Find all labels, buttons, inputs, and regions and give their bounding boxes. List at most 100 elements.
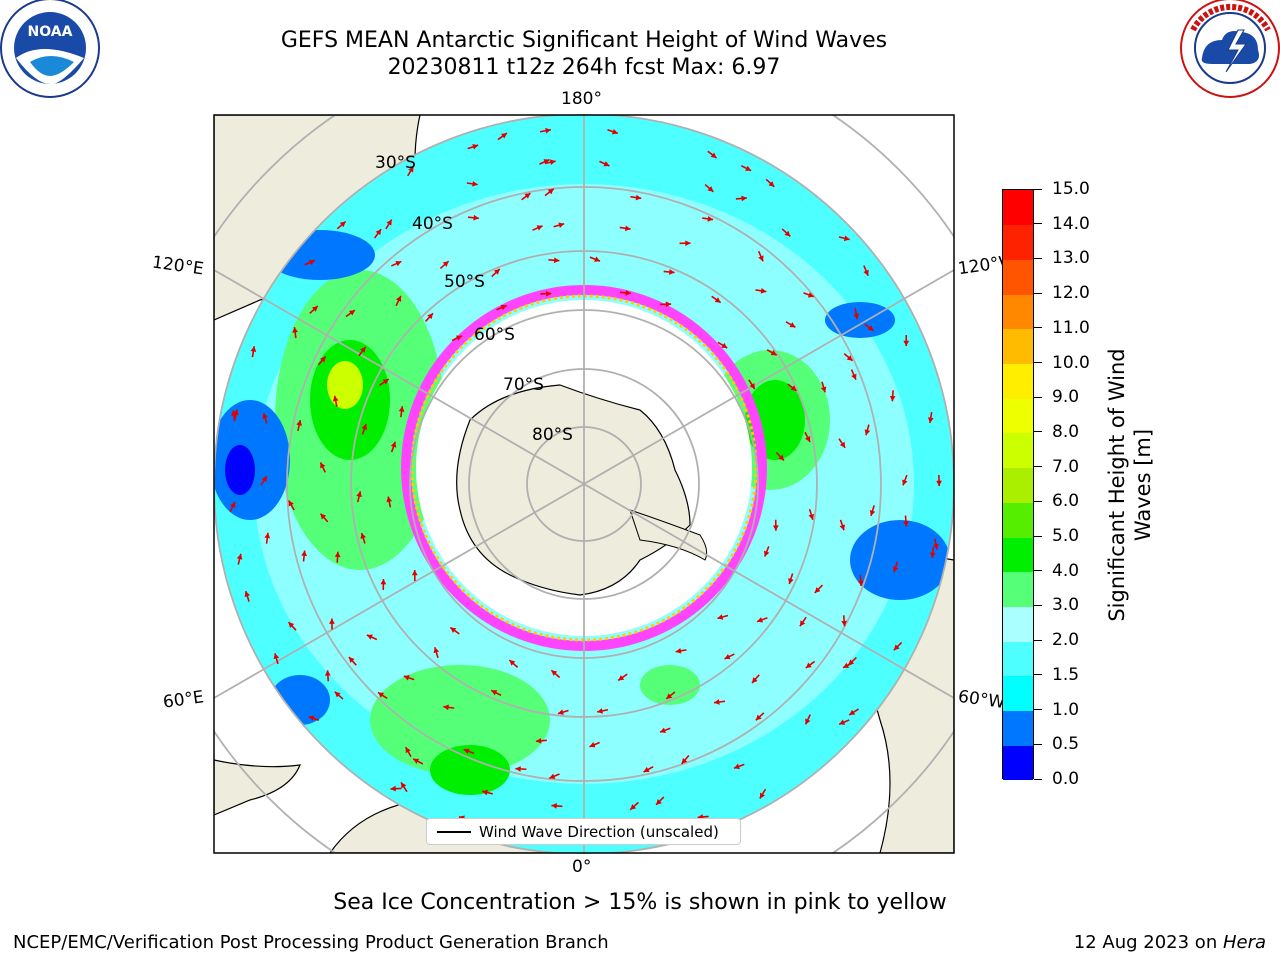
wave-arrow-head	[788, 578, 794, 584]
wave-arrow-head	[685, 240, 691, 247]
colorbar-title: Significant Height of Wind Waves [m]	[1105, 348, 1155, 622]
wave-arrow-head	[707, 216, 714, 222]
colorbar-tick	[1034, 257, 1042, 259]
wave-arrow-head	[493, 269, 500, 275]
wave-arrow-head	[366, 634, 373, 640]
chart-title: GEFS MEAN Antarctic Significant Height o…	[280, 28, 888, 53]
wave-arrow-head	[724, 653, 731, 660]
wave-arrow-head	[721, 342, 728, 349]
wave-arrow-head	[334, 551, 341, 558]
colorbar-tick-label: 9.0	[1052, 387, 1080, 408]
wave-arrow-head	[660, 727, 666, 733]
wave-arrow-head	[760, 287, 767, 294]
wave-arrow-head	[553, 257, 560, 264]
wave-arrow-head	[903, 521, 909, 527]
colorbar-tick	[1034, 292, 1042, 294]
colorbar-segment	[1003, 328, 1033, 365]
wave-arrow-head	[473, 214, 479, 221]
colorbar-tick	[1034, 223, 1042, 225]
wave-arrow-head	[398, 406, 405, 412]
legend-label: Wind Wave Direction (unscaled)	[479, 823, 719, 841]
wave-arrow-head	[386, 219, 392, 226]
wave-arrow-head	[784, 230, 791, 237]
wave-arrow-head	[893, 644, 900, 651]
colorbar-tick	[1034, 396, 1042, 398]
wave-arrow-head	[558, 222, 565, 228]
colorbar-segment	[1003, 398, 1033, 434]
wave-arrow-head	[851, 373, 857, 380]
wave-arrow-head	[892, 566, 899, 573]
wave-arrow-head	[749, 383, 755, 390]
wave-arrow-head	[933, 543, 939, 550]
colorbar-tick	[1034, 674, 1042, 676]
colorbar-tick-label: 5.0	[1052, 526, 1080, 547]
wave-arrow-head	[320, 356, 326, 363]
lat-label-60s: 60°S	[474, 325, 515, 345]
wave-arrow-head	[463, 748, 470, 754]
wave-arrow-head	[377, 692, 384, 698]
footer-date-text: 12 Aug 2023 on	[1073, 932, 1223, 953]
map-legend: Wind Wave Direction (unscaled)	[426, 818, 741, 845]
colorbar-segment	[1003, 745, 1033, 781]
wave-arrow-head	[839, 719, 846, 725]
wave-arrow-head	[752, 677, 758, 684]
wave-arrow-head	[450, 627, 457, 633]
wave-arrow-head	[927, 417, 934, 423]
colorbar-tick-label: 10.0	[1052, 352, 1090, 373]
colorbar-tick	[1034, 362, 1042, 364]
colorbar-tick	[1034, 500, 1042, 502]
colorbar-tick-label: 15.0	[1052, 179, 1090, 199]
footer-credit: NCEP/EMC/Verification Post Processing Pr…	[13, 932, 609, 953]
wave-arrow-head	[857, 580, 864, 587]
wave-arrow-head	[547, 188, 554, 195]
wave-arrow-head	[814, 587, 821, 593]
wave-direction-arrows	[229, 127, 942, 839]
colorbar-tick-label: 1.0	[1052, 699, 1080, 720]
wave-arrow-head	[411, 569, 418, 576]
wave-arrow-head	[413, 758, 420, 764]
wave-arrow-head	[456, 335, 463, 341]
wave-arrow-head	[589, 742, 596, 748]
colorbar-tick	[1034, 743, 1042, 745]
wave-arrow-head	[643, 766, 650, 773]
wave-arrow-head	[360, 532, 366, 539]
wave-arrow-head	[334, 691, 341, 698]
wave-arrow-head	[594, 256, 601, 262]
wave-arrow-head	[231, 410, 237, 416]
wave-arrow-head	[403, 675, 410, 681]
wave-arrow-head	[375, 229, 382, 236]
lat-label-70s: 70°S	[503, 375, 544, 395]
colorbar-tick-label: 7.0	[1052, 456, 1080, 477]
noaa-logo: NOAA	[0, 0, 100, 98]
colorbar-tick	[1034, 570, 1042, 572]
colorbar-segment	[1003, 432, 1033, 469]
wave-arrow-head	[545, 290, 552, 297]
wave-arrow-head	[853, 313, 860, 320]
wave-arrow-head	[535, 737, 542, 744]
wave-arrow-head	[849, 709, 856, 715]
colorbar-tick-label: 0.0	[1052, 769, 1080, 789]
colorbar-tick	[1034, 431, 1042, 433]
wave-arrow-head	[635, 194, 642, 201]
colorbar-segment	[1003, 190, 1033, 226]
wave-arrow-head	[549, 159, 556, 166]
wave-arrow-head	[312, 306, 318, 312]
wave-arrow-head	[669, 269, 675, 275]
wave-arrow-head	[244, 591, 251, 598]
chart-subtitle: 20230811 t12z 264h fcst Max: 6.97	[387, 55, 781, 80]
wave-arrow-head	[549, 773, 556, 779]
colorbar-tick-label: 3.0	[1052, 595, 1080, 616]
wave-arrow-head	[936, 480, 942, 487]
colorbar-tick-label: 4.0	[1052, 560, 1080, 581]
wave-arrow-head	[524, 193, 531, 199]
wave-arrow-head	[264, 532, 271, 539]
wave-arrow-head	[778, 454, 785, 461]
wave-arrow-head	[308, 259, 315, 266]
wave-arrow-head	[714, 699, 720, 705]
wave-arrow-head	[395, 295, 402, 302]
colorbar-tick-label: 11.0	[1052, 317, 1090, 338]
wave-arrow-head	[288, 622, 295, 628]
wave-arrow-head	[603, 161, 610, 167]
wave-height-field	[214, 114, 954, 854]
